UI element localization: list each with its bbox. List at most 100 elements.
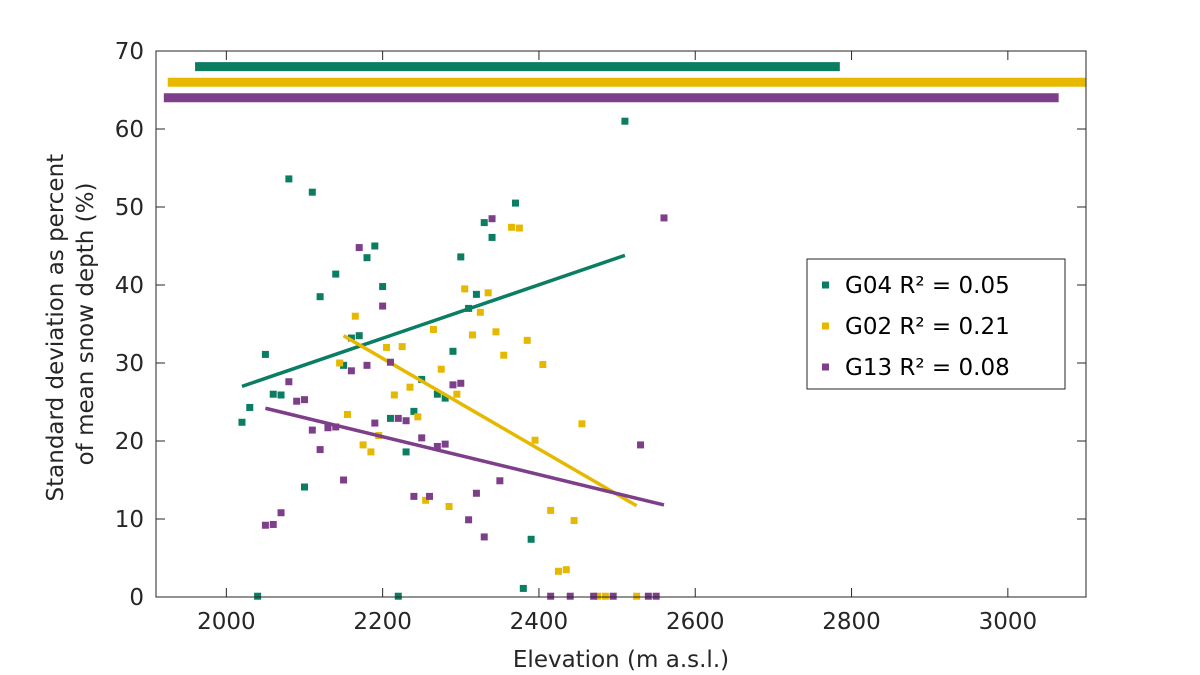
- point-g04-12: [347, 334, 355, 342]
- point-g13-12: [355, 244, 363, 252]
- point-g02-13: [437, 365, 445, 373]
- y-tick-label-50: 50: [115, 195, 144, 221]
- point-g13-5: [300, 396, 308, 404]
- point-g13-7: [316, 446, 324, 454]
- x-tick-label-2400: 2400: [510, 609, 569, 635]
- point-g02-6: [383, 343, 391, 351]
- point-g04-22: [433, 390, 441, 398]
- point-g04-18: [394, 592, 402, 600]
- point-g02-1: [343, 410, 351, 418]
- y-tick-label-20: 20: [115, 429, 144, 455]
- legend-marker-g02: [822, 322, 829, 330]
- point-g02-22: [508, 223, 516, 231]
- point-g13-0: [261, 521, 269, 529]
- point-g02-27: [547, 506, 555, 514]
- x-tick-label-2000: 2000: [197, 609, 256, 635]
- point-g13-13: [363, 361, 371, 369]
- point-g02-11: [422, 496, 430, 504]
- x-tick-label-3000: 3000: [979, 609, 1038, 635]
- point-g04-27: [472, 290, 480, 298]
- point-g02-9: [406, 383, 414, 391]
- point-g13-3: [285, 378, 293, 386]
- y-axis-label-line-2: of mean snow depth (%): [73, 183, 99, 466]
- point-g13-36: [644, 592, 652, 600]
- point-g02-4: [367, 448, 375, 456]
- point-g04-2: [254, 592, 262, 600]
- point-g04-20: [410, 407, 418, 415]
- point-g02-25: [531, 436, 539, 444]
- legend: G04 R² = 0.05 G02 R² = 0.21 G13 R² = 0.08: [806, 258, 1066, 390]
- legend-marker-g13: [822, 363, 829, 371]
- point-g04-1: [246, 403, 254, 411]
- point-g13-28: [480, 533, 488, 541]
- fit-line-g04: [241, 253, 626, 389]
- point-g13-37: [652, 592, 660, 600]
- point-g04-31: [519, 584, 527, 592]
- point-g02-26: [539, 361, 547, 369]
- point-g13-27: [472, 489, 480, 497]
- point-g02-10: [414, 413, 422, 421]
- point-g04-0: [238, 418, 246, 426]
- point-g04-10: [332, 270, 340, 278]
- point-g02-15: [453, 390, 461, 398]
- point-g13-38: [660, 214, 668, 222]
- point-g04-3: [261, 350, 269, 358]
- point-g13-11: [347, 367, 355, 375]
- y-tick-label-40: 40: [115, 273, 144, 299]
- series-g13: [163, 93, 1059, 600]
- point-g04-17: [386, 414, 394, 422]
- point-g13-19: [410, 492, 418, 500]
- point-g13-14: [371, 419, 379, 427]
- point-g02-29: [562, 566, 570, 574]
- point-g13-29: [488, 215, 496, 223]
- point-g02-32: [594, 592, 602, 600]
- legend-label-g13: G13 R² = 0.08: [845, 355, 1010, 381]
- point-g04-14: [363, 254, 371, 262]
- fit-line-g13: [264, 406, 665, 507]
- legend-label-g04: G04 R² = 0.05: [845, 273, 1010, 299]
- point-g02-35: [504, 78, 512, 86]
- point-g02-18: [476, 308, 484, 316]
- point-g13-31: [547, 592, 555, 600]
- point-g13-34: [609, 592, 617, 600]
- point-g04-8: [308, 188, 316, 196]
- legend-box: [806, 258, 1066, 390]
- point-g04-23: [441, 394, 449, 402]
- axis-ticks: 2000 2200 2400 2600 2800 3000 0 10 20 30 40 50 60 70: [115, 39, 1086, 635]
- y-tick-label-0: 0: [129, 585, 144, 611]
- point-g04-6: [285, 175, 293, 183]
- point-g04-28: [480, 219, 488, 227]
- point-g13-22: [433, 442, 441, 450]
- point-g02-19: [484, 289, 492, 297]
- point-g04-16: [379, 283, 387, 291]
- point-g13-1: [269, 520, 277, 528]
- point-g04-32: [527, 535, 535, 543]
- point-g13-21: [426, 492, 434, 500]
- point-g04-15: [371, 242, 379, 250]
- point-g13-6: [308, 426, 316, 434]
- x-tick-label-2600: 2600: [666, 609, 725, 635]
- point-g13-32: [566, 592, 574, 600]
- y-tick-label-70: 70: [115, 39, 144, 65]
- series-g04: [195, 62, 840, 600]
- point-g13-4: [293, 397, 301, 405]
- point-g02-21: [500, 351, 508, 359]
- point-g13-17: [394, 414, 402, 422]
- data-marks: [163, 62, 1086, 600]
- point-g02-14: [445, 503, 453, 511]
- point-g02-20: [492, 328, 500, 336]
- point-g04-5: [277, 391, 285, 399]
- y-tick-label-60: 60: [115, 117, 144, 143]
- point-g13-8: [324, 424, 332, 432]
- point-g13-33: [590, 592, 598, 600]
- point-g02-17: [469, 331, 477, 339]
- point-g13-26: [465, 516, 473, 524]
- point-g02-0: [336, 359, 344, 367]
- point-g04-29: [488, 233, 496, 241]
- point-g04-19: [402, 448, 410, 456]
- x-axis-label: Elevation (m a.s.l.): [513, 647, 729, 673]
- point-g02-7: [390, 391, 398, 399]
- point-g04-11: [340, 361, 348, 369]
- point-g13-10: [340, 476, 348, 484]
